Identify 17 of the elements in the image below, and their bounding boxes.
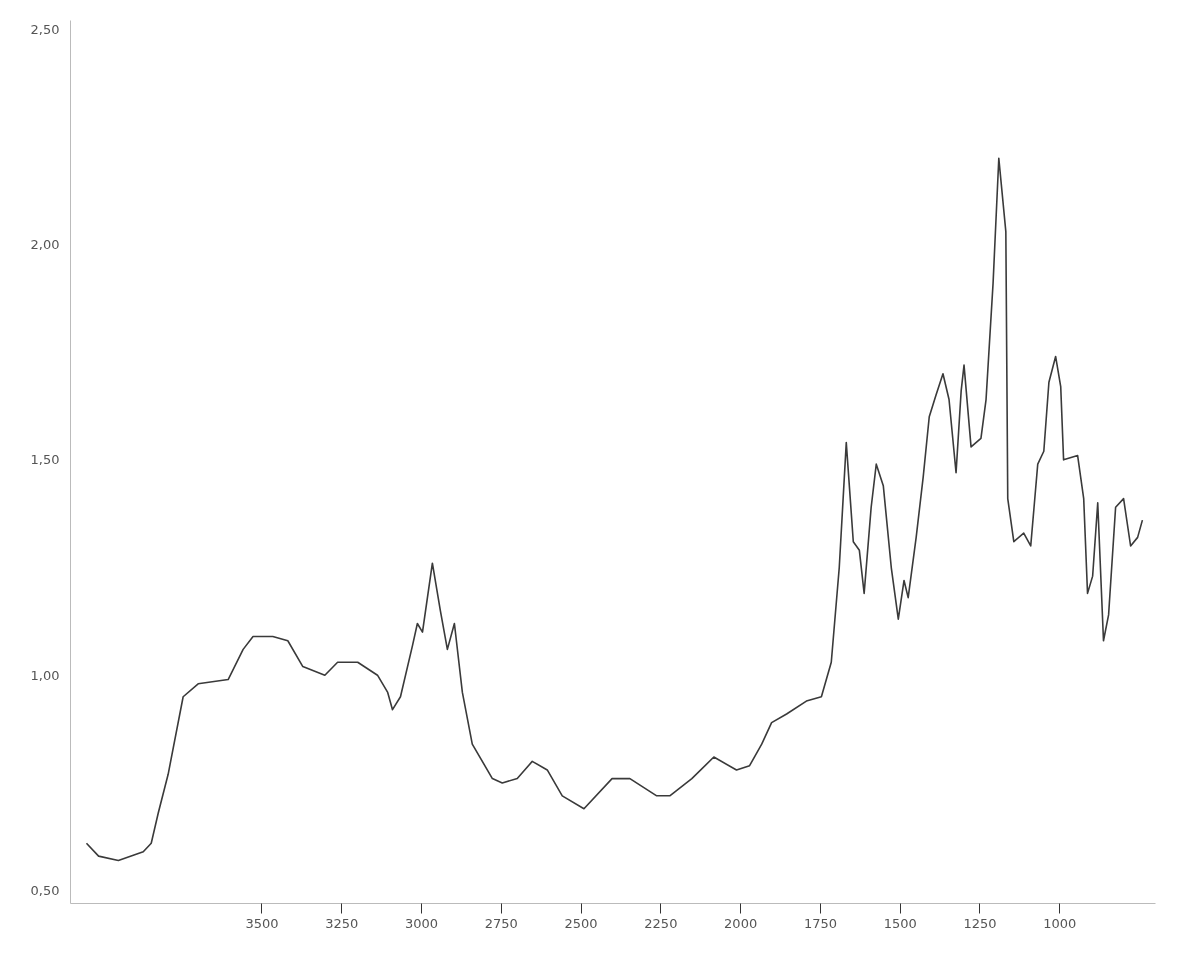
x-tick-label: 2500 — [564, 915, 598, 931]
line-series — [85, 157, 1144, 862]
x-tick-label: 3500 — [245, 915, 279, 931]
x-tick-label: 1250 — [963, 915, 997, 931]
y-tick-label: 2,50 — [30, 21, 60, 37]
y-tick-label: 2,00 — [30, 236, 60, 252]
x-tick-label: 2000 — [724, 915, 758, 931]
x-tick-label: 1500 — [883, 915, 917, 931]
x-tick-label: 3250 — [325, 915, 359, 931]
y-tick-label: 1,50 — [30, 452, 60, 468]
x-tick-label: 1750 — [803, 915, 837, 931]
x-tick-label: 1000 — [1043, 915, 1077, 931]
x-tick-label: 2750 — [484, 915, 518, 931]
y-tick-label: 1,00 — [30, 667, 60, 683]
x-tick-label: 3000 — [404, 915, 439, 931]
y-tick-label: 0,50 — [30, 883, 60, 899]
x-tick-label: 2250 — [644, 915, 678, 931]
